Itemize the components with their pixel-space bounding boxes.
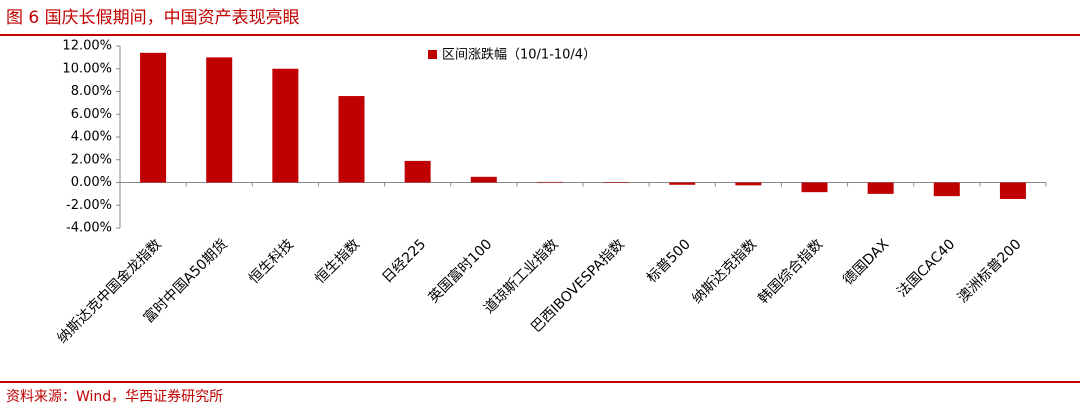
bar xyxy=(272,68,299,183)
legend-swatch xyxy=(428,50,437,59)
y-tick-label: 2.00% xyxy=(71,152,112,167)
y-tick-label: -4.00% xyxy=(66,221,112,236)
bar xyxy=(867,182,894,194)
x-tick-label: 法国CAC40 xyxy=(894,236,958,300)
y-tick-label: 4.00% xyxy=(71,130,112,145)
y-tick-label: 8.00% xyxy=(71,84,112,99)
x-tick-label: 纳斯达克中国金龙指数 xyxy=(54,236,164,346)
x-tick-label: 恒生科技 xyxy=(246,236,297,287)
bar xyxy=(999,182,1026,199)
y-tick-label: 0.00% xyxy=(71,175,112,190)
bar xyxy=(470,176,497,183)
legend-label: 区间涨跌幅（10/1-10/4） xyxy=(442,47,596,63)
x-tick-label: 纳斯达克指数 xyxy=(689,236,760,307)
bar xyxy=(933,182,960,197)
bar xyxy=(338,96,365,183)
x-tick-label: 澳洲标普200 xyxy=(955,236,1025,306)
bar xyxy=(603,182,630,183)
bar xyxy=(536,181,563,183)
source-note: 资料来源：Wind，华西证券研究所 xyxy=(6,389,223,405)
x-tick-label: 标普500 xyxy=(644,236,694,286)
y-tick-label: 6.00% xyxy=(71,107,112,122)
x-tick-label: 日经225 xyxy=(379,236,429,286)
bar xyxy=(404,160,431,183)
bar xyxy=(735,182,762,186)
bar xyxy=(669,182,696,185)
y-tick-label: -2.00% xyxy=(66,198,112,213)
x-tick-label: 英国富时100 xyxy=(425,236,496,307)
bar xyxy=(801,182,828,193)
y-tick-label: 12.00% xyxy=(62,39,112,54)
figure-title: 图 6 国庆长假期间，中国资产表现亮眼 xyxy=(6,8,300,28)
bar xyxy=(206,57,233,183)
x-tick-label: 韩国综合指数 xyxy=(755,236,826,307)
x-tick-label: 恒生指数 xyxy=(312,236,363,287)
bar xyxy=(140,52,167,183)
x-tick-label: 德国DAX xyxy=(840,236,892,288)
y-tick-label: 10.00% xyxy=(62,61,112,76)
